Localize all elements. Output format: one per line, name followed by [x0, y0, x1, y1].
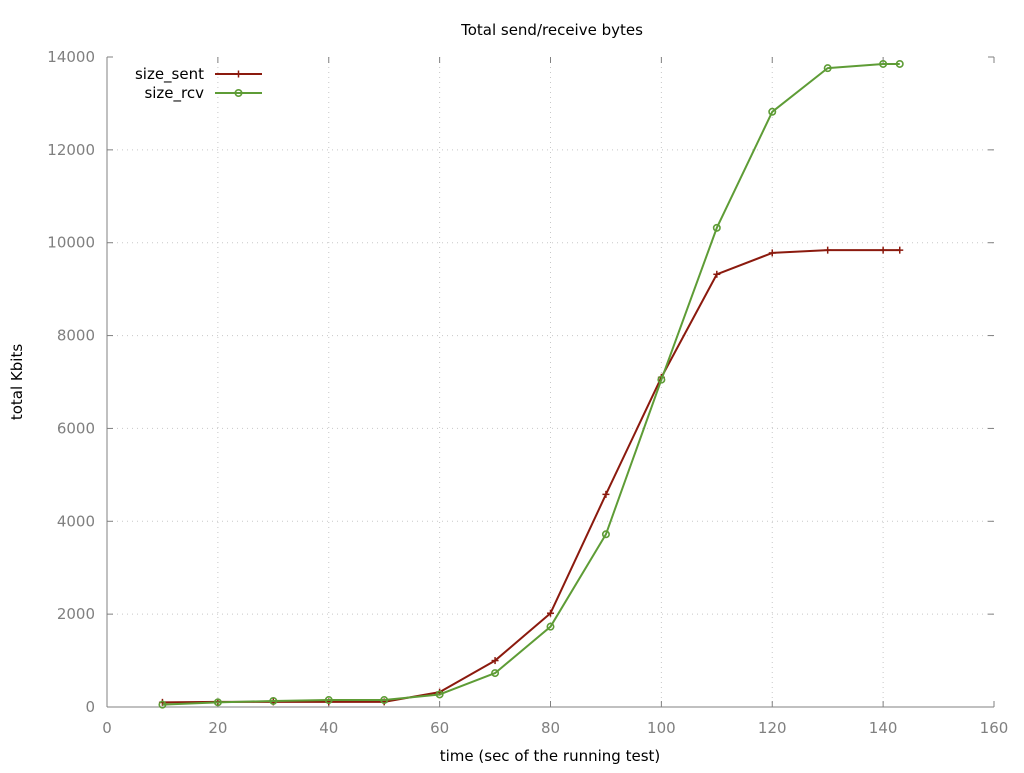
y-tick-label: 8000: [57, 327, 95, 345]
data-point-size_sent: [824, 246, 832, 254]
series: [158, 59, 904, 709]
y-tick-label: 14000: [47, 48, 95, 66]
x-tick-label: 40: [319, 719, 338, 737]
y-tick-label: 4000: [57, 512, 95, 530]
data-point-size_rcv: [768, 107, 777, 116]
x-tick-label: 60: [430, 719, 449, 737]
data-point-size_rcv: [546, 622, 555, 631]
data-point-size_rcv: [380, 696, 389, 705]
legend-marker-size_rcv: [234, 89, 243, 98]
x-tick-label: 20: [208, 719, 227, 737]
legend-label-size_sent: size_sent: [135, 65, 204, 84]
y-axis-label: total Kbits: [8, 344, 26, 420]
data-point-size_rcv: [601, 530, 610, 539]
data-point-size_sent: [713, 270, 721, 278]
data-point-size_sent: [768, 249, 776, 257]
y-tick-label: 2000: [57, 605, 95, 623]
data-point-size_rcv: [657, 375, 666, 384]
y-tick-label: 0: [85, 698, 95, 716]
data-point-size_sent: [547, 609, 554, 617]
legend-label-size_rcv: size_rcv: [144, 84, 204, 103]
data-point-size_rcv: [158, 700, 167, 709]
data-point-size_sent: [896, 246, 904, 254]
x-tick-label: 100: [647, 719, 676, 737]
tick-labels: 0 20 40 60 80 100 120 140 160 0 2000 4000 6000 8000 10…: [47, 48, 1008, 737]
x-tick-label: 0: [102, 719, 112, 737]
x-tick-label: 120: [758, 719, 787, 737]
data-point-size_rcv: [491, 669, 500, 678]
axes: [106, 56, 995, 708]
data-point-size_sent: [879, 246, 887, 254]
data-point-size_rcv: [324, 696, 333, 705]
x-tick-label: 160: [980, 719, 1009, 737]
x-axis-label: time (sec of the running test): [440, 747, 661, 765]
y-tick-label: 12000: [47, 141, 95, 159]
data-point-size_rcv: [879, 59, 888, 68]
data-point-size_rcv: [895, 59, 904, 68]
data-point-size_rcv: [823, 64, 832, 73]
data-point-size_sent: [491, 657, 499, 665]
chart-title: Total send/receive bytes: [460, 21, 643, 39]
data-point-size_sent: [602, 490, 610, 498]
series-size_rcv: [158, 59, 904, 709]
y-tick-label: 10000: [47, 234, 95, 252]
data-point-size_rcv: [269, 696, 278, 705]
data-point-size_rcv: [213, 698, 222, 707]
x-tick-label: 80: [541, 719, 560, 737]
data-point-size_rcv: [712, 223, 721, 232]
series-line-size_rcv: [162, 62, 900, 706]
y-tick-label: 6000: [57, 419, 95, 437]
legend-marker-size_sent: [235, 70, 242, 78]
x-tick-label: 140: [869, 719, 898, 737]
data-point-size_rcv: [435, 690, 444, 699]
